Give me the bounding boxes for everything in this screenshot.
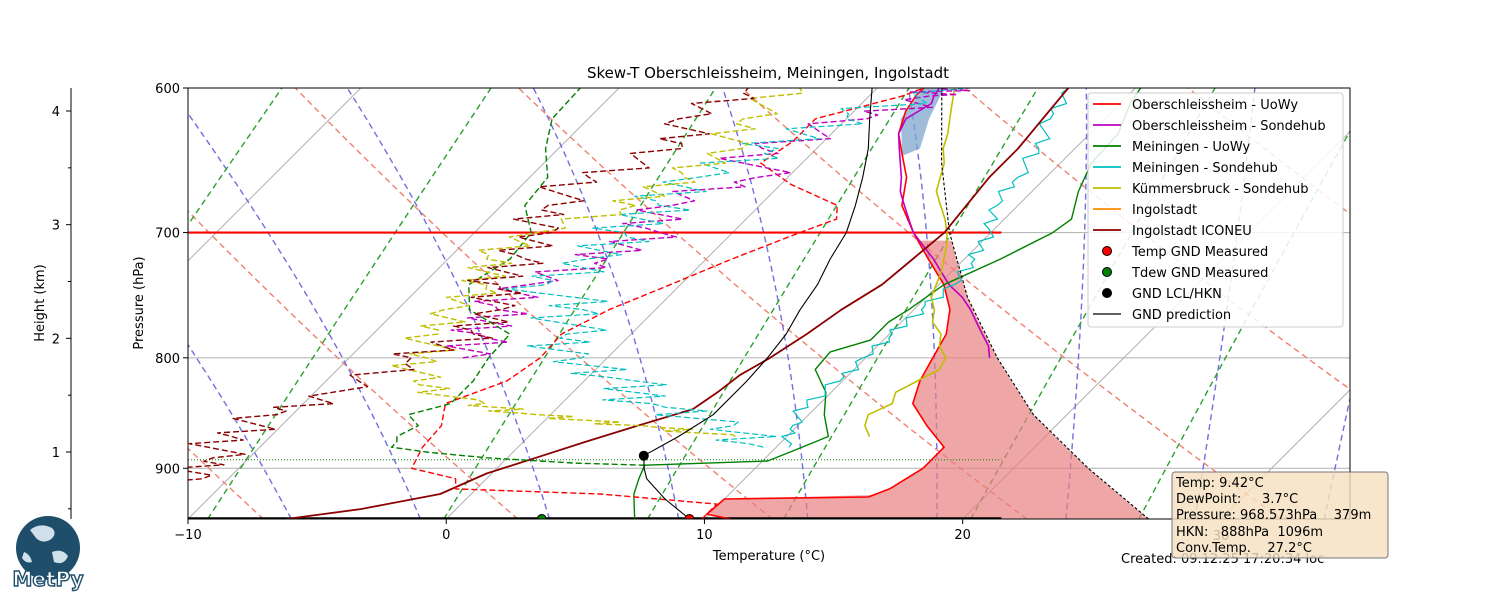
legend: Oberschleissheim - UoWy Oberschleissheim … (1087, 92, 1344, 328)
series-meiningen-sondehub-dewpoint (505, 88, 971, 448)
series-meiningen-sondehub (781, 88, 1069, 448)
mixing-ratio-line (0, 88, 27, 519)
legend-label: Ingolstadt (1132, 203, 1197, 218)
p-tick-label: 700 (155, 227, 180, 242)
marker-temp-gnd-measured (684, 514, 695, 519)
legend-label: Meiningen - UoWy (1132, 140, 1250, 155)
series-gnd-prediction (643, 88, 873, 519)
dry-adiabat (294, 88, 773, 519)
p-tick-label: 800 (155, 352, 180, 367)
mixing-ratio-line (207, 88, 492, 519)
dry-adiabat (1411, 88, 1500, 519)
legend-swatch (1102, 267, 1112, 277)
p-tick-label: 900 (155, 462, 180, 477)
mixing-ratio-line (443, 88, 717, 519)
legend-label: Kümmersbruck - Sondehub (1132, 182, 1308, 197)
dry-adiabat (0, 88, 9, 519)
legend-swatch (1102, 288, 1112, 298)
logo-text: MetPy (12, 567, 83, 591)
info-hkn: HKN: 888hPa 1096m (1176, 525, 1323, 540)
series-gnd-moist-ascent (941, 88, 1149, 519)
legend-label: GND LCL/HKN (1132, 287, 1222, 302)
x-tick-label: 10 (696, 528, 713, 543)
moist-adiabat (907, 88, 938, 519)
mixing-ratio-line (782, 88, 1039, 519)
legend-label: Meiningen - Sondehub (1132, 161, 1278, 176)
x-axis-label: Temperature (°C) (712, 549, 825, 564)
isotherm-gridline (188, 88, 620, 519)
height-tick-label: 1 (52, 446, 60, 461)
legend-label: Ingolstadt ICONEU (1132, 224, 1252, 239)
info-box: Temp: 9.42°C DewPoint: 3.7°C Pressure: 9… (1171, 471, 1389, 559)
legend-box (1087, 92, 1344, 328)
isotherm-gridline (188, 88, 362, 262)
height-tick-label: 3 (52, 219, 60, 234)
series-ingolstadt-iconeu-dewpoint (188, 88, 755, 490)
mixing-ratio-line (646, 88, 910, 519)
x-tick-label: −10 (174, 528, 201, 543)
info-temp: Temp: 9.42°C (1175, 476, 1264, 491)
moist-adiabat (1453, 88, 1500, 519)
moist-adiabat (0, 88, 33, 519)
isotherm-gridline (1220, 389, 1350, 519)
x-tick-label: 20 (954, 528, 971, 543)
series-oberschleissheim-sondehub-dewpoint (446, 88, 971, 359)
series-meiningen-uowy-dewpoint (390, 88, 645, 466)
cape-shading (710, 240, 1149, 519)
legend-label: GND prediction (1132, 308, 1231, 323)
metpy-logo: MetPy (12, 516, 84, 592)
moist-adiabat (188, 112, 422, 519)
info-pressure: Pressure: 968.573hPa 379m (1176, 508, 1371, 523)
series-k-mmersbruck-sondehub (864, 88, 956, 437)
p-tick-label: 600 (155, 82, 180, 97)
x-tick-label: 0 (442, 528, 450, 543)
moist-adiabat (1323, 395, 1350, 519)
legend-label: Temp GND Measured (1131, 245, 1268, 260)
marker-tdew-gnd-measured (536, 514, 547, 519)
cin-shading (900, 88, 945, 156)
dry-adiabat (741, 88, 1282, 519)
marker-gnd-lcl-hkn (638, 450, 649, 461)
y-axis-label: Pressure (hPa) (132, 256, 147, 349)
dry-adiabat (964, 88, 1350, 391)
height-axis-label: Height (km) (33, 264, 48, 341)
isotherm-gridline (1479, 88, 1500, 519)
moist-adiabat (532, 88, 680, 519)
isotherm-gridline (704, 88, 1136, 519)
info-dewpoint: DewPoint: 3.7°C (1176, 492, 1298, 507)
moist-adiabat (1194, 88, 1256, 519)
plot-area (0, 88, 1500, 519)
series-oberschleissheim-sondehub (897, 88, 991, 358)
isotherm-gridline (445, 88, 878, 519)
series-ingolstadt-iconeu (285, 88, 1069, 519)
height-tick-label: 2 (52, 332, 60, 347)
axes: −10 0 10 20 600 700 800 900 1 2 3 4 (52, 82, 971, 543)
legend-swatch (1102, 246, 1112, 256)
series-oberschleissheim-uowy-dewpoint (411, 88, 924, 519)
series-k-mmersbruck-sondehub-dewpoint (390, 88, 804, 438)
height-tick-label: 4 (52, 105, 60, 120)
series-oberschleissheim-uowy (706, 88, 951, 519)
plot-frame (187, 87, 1351, 520)
chart-title: Skew-T Oberschleissheim, Meiningen, Ingo… (587, 64, 949, 82)
moist-adiabat (721, 88, 809, 519)
info-conv-temp: Conv.Temp. 27.2°C (1176, 541, 1312, 556)
legend-label: Oberschleissheim - Sondehub (1132, 119, 1326, 134)
legend-label: Oberschleissheim - UoWy (1132, 98, 1298, 113)
legend-label: Tdew GND Measured (1131, 266, 1268, 281)
